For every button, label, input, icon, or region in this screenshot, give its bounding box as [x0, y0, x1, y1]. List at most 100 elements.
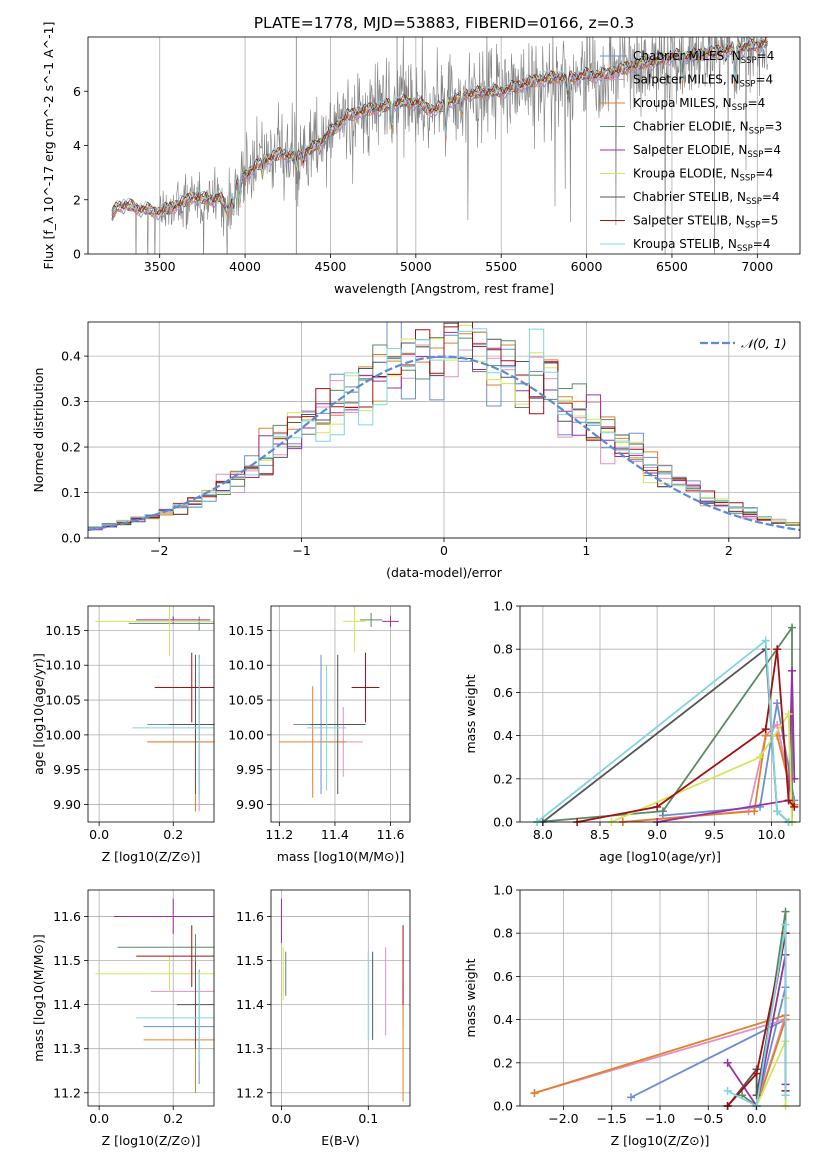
- y-tick-label: 11.3: [236, 1041, 264, 1056]
- point-chabrier-stelib: [169, 654, 214, 795]
- y-axis-label: age [log10(age/yr)]: [31, 653, 46, 775]
- weight-marker-chabrier-elodie: [788, 623, 796, 632]
- point-chabrier-stelib: [176, 960, 214, 1049]
- weight-marker-salpeter-elodie: [788, 666, 796, 675]
- y-tick-label: 10.00: [228, 727, 264, 742]
- y-tick-label: 11.6: [53, 909, 81, 924]
- y-tick-label: 2: [73, 192, 81, 207]
- y-tick-label: 9.90: [53, 797, 81, 812]
- x-tick-label: 0.0: [89, 827, 109, 842]
- y-tick-label: 0.0: [61, 531, 81, 546]
- x-tick-label: 11.6: [377, 827, 405, 842]
- y-tick-label: 6: [73, 84, 81, 99]
- y-tick-label: 9.95: [53, 762, 81, 777]
- x-axis-label: age [log10(age/yr)]: [599, 849, 721, 864]
- weight-marker-kroupa-stelib: [781, 920, 790, 929]
- x-tick-label: −1.0: [645, 1111, 675, 1126]
- x-tick-label: 0: [440, 543, 448, 558]
- x-tick-label: 4500: [315, 259, 347, 274]
- x-axis-label: Z [log10(Z/Z⊙)]: [102, 1133, 201, 1148]
- grid-mass_vs_EBV: [271, 890, 410, 1106]
- weight-marker-salpeter-elodie: [723, 1058, 732, 1067]
- normal-curve: [87, 355, 801, 532]
- y-tick-label: 11.2: [236, 1085, 264, 1100]
- x-tick-label: −1.5: [597, 1111, 627, 1126]
- x-tick-label: 3500: [144, 259, 176, 274]
- y-tick-label: 0.2: [493, 771, 513, 786]
- weight-marker-kroupa-stelib: [761, 636, 770, 645]
- weight-marker-salpeter-stelib: [773, 645, 782, 654]
- y-tick-label: 4: [73, 138, 81, 153]
- axes-frame-age_vs_mass: [270, 605, 411, 823]
- x-tick-label: −2: [150, 543, 168, 558]
- axes-frame-age_vs_Z: [87, 605, 215, 823]
- y-tick-label: 0.1: [61, 485, 81, 500]
- y-tick-label: 0.6: [493, 685, 513, 700]
- point-chabrier-elodie: [128, 616, 214, 631]
- x-tick-label: 0.1: [358, 1111, 378, 1126]
- axes-frame-mass_vs_Z: [87, 889, 215, 1107]
- weight-marker-kroupa-stelib: [781, 1091, 790, 1100]
- y-tick-label: 10.10: [45, 658, 81, 673]
- x-tick-label: −1: [292, 543, 310, 558]
- grid-age_vs_mass: [271, 606, 410, 822]
- weight-line-salpeter-stelib: [576, 649, 795, 822]
- grid-age_vs_Z: [88, 606, 214, 822]
- weight-marker-salpeter-elodie: [790, 774, 799, 783]
- x-tick-label: 2: [725, 543, 733, 558]
- point-kroupa-stelib: [136, 973, 214, 1062]
- y-tick-label: 0.2: [493, 1055, 513, 1070]
- x-tick-label: −2.0: [548, 1111, 578, 1126]
- weight-marker-salpeter-stelib: [752, 1069, 761, 1078]
- weight-marker-salpeter-stelib: [653, 802, 662, 811]
- y-tick-label: 10.05: [45, 693, 81, 708]
- x-axis-label: Z [log10(Z/Z⊙)]: [611, 1133, 710, 1148]
- weight-marker-chabrier-elodie: [781, 907, 790, 916]
- x-axis-label: E(B-V): [321, 1133, 360, 1148]
- legend-label-salpeter-elodie: Salpeter ELODIE, NSSP=4: [633, 143, 781, 160]
- legend-label-kroupa-miles: Kroupa MILES, NSSP=4: [633, 96, 765, 113]
- weight-marker-chabrier-miles: [773, 699, 782, 708]
- y-tick-label: 11.2: [53, 1085, 81, 1100]
- x-axis-label: (data-model)/error: [386, 565, 503, 580]
- x-tick-label: 9.0: [647, 827, 667, 842]
- model-line-kroupa-elodie: [111, 39, 768, 216]
- legend-label-kroupa-stelib: Kroupa STELIB, NSSP=4: [633, 237, 771, 254]
- y-tick-label: 0.2: [61, 440, 81, 455]
- y-tick-label: 10.15: [228, 623, 264, 638]
- weight-line-chabrier-elodie: [537, 624, 793, 822]
- y-tick-label: 0.6: [493, 969, 513, 984]
- x-tick-label: 6000: [571, 259, 603, 274]
- weight-marker-chabrier-miles: [627, 1093, 636, 1102]
- y-tick-label: 0.8: [493, 642, 513, 657]
- y-tick-label: 10.00: [45, 727, 81, 742]
- axes-frame-mass_vs_EBV: [270, 889, 411, 1107]
- y-axis-label: mass weight: [463, 674, 478, 753]
- weight-line-kroupa-elodie: [611, 711, 793, 822]
- weight-marker-salpeter-stelib: [761, 725, 770, 734]
- legend-label-chabrier-miles: Chabrier MILES, NSSP=4: [633, 49, 774, 66]
- y-tick-label: 10.05: [228, 693, 264, 708]
- weight-marker-kroupa-miles: [750, 807, 759, 816]
- y-tick-label: 0.0: [493, 815, 513, 830]
- weight-marker-kroupa-stelib: [723, 1086, 732, 1095]
- histogram-salpeter-stelib: [88, 322, 800, 528]
- figure-title: PLATE=1778, MJD=53883, FIBERID=0166, z=0…: [254, 14, 635, 32]
- point-chabrier-stelib: [309, 654, 366, 795]
- x-tick-label: 0.0: [747, 1111, 767, 1126]
- axes-frame-weight_vs_age: [519, 605, 801, 823]
- legend-label-chabrier-stelib: Chabrier STELIB, NSSP=4: [633, 190, 780, 207]
- x-tick-label: 0.2: [163, 827, 183, 842]
- x-tick-label: 8.0: [533, 827, 553, 842]
- y-tick-label: 0.4: [61, 349, 81, 364]
- point-kroupa-miles: [279, 686, 347, 798]
- x-tick-label: −0.5: [693, 1111, 723, 1126]
- y-tick-label: 11.5: [53, 953, 81, 968]
- x-axis-label: Z [log10(Z/Z⊙)]: [102, 849, 201, 864]
- y-tick-label: 10.10: [228, 658, 264, 673]
- y-tick-label: 11.4: [53, 997, 81, 1012]
- point-kroupa-elodie: [343, 606, 366, 653]
- y-tick-label: 1.0: [493, 599, 513, 614]
- weight-marker-salpeter-miles: [773, 720, 782, 729]
